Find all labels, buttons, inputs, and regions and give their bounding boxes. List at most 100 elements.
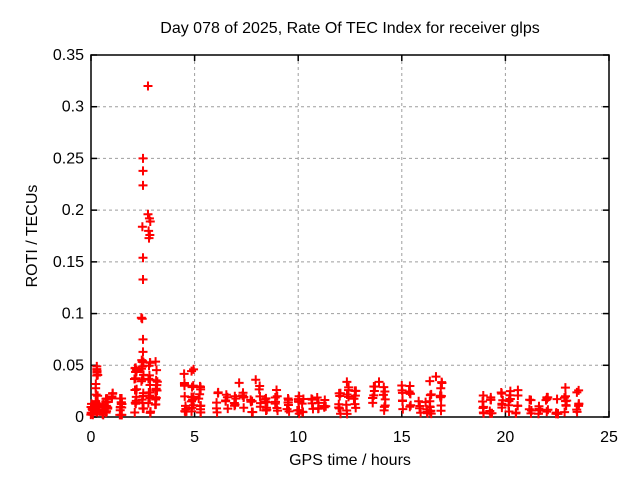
data-point-marker: [92, 406, 102, 416]
data-point-marker: [239, 403, 249, 413]
data-point-marker: [138, 347, 148, 357]
data-point-marker: [222, 392, 232, 402]
data-point-marker: [368, 398, 378, 408]
data-point-marker: [380, 387, 390, 397]
y-tick-label: 0: [75, 409, 84, 426]
data-point-marker: [572, 405, 582, 415]
data-point-marker: [572, 387, 582, 397]
data-point-marker: [312, 392, 322, 402]
x-tick-label: 5: [190, 429, 199, 446]
data-point-marker: [143, 374, 153, 384]
data-point-marker: [526, 406, 536, 416]
data-point-marker: [272, 391, 282, 401]
data-point-marker: [505, 394, 515, 404]
data-point-marker: [151, 384, 161, 394]
y-tick-label: 0.35: [53, 47, 84, 64]
data-point-marker: [143, 209, 153, 219]
chart-title: Day 078 of 2025, Rate Of TEC Index for r…: [160, 20, 540, 37]
data-point-marker: [213, 387, 223, 397]
data-point-marker: [102, 397, 112, 407]
data-point-marker: [138, 166, 148, 176]
data-point-marker: [196, 407, 206, 417]
data-point-marker: [505, 386, 515, 396]
data-point-marker: [485, 406, 495, 416]
data-point-marker: [270, 397, 280, 407]
data-point-marker: [350, 386, 360, 396]
data-point-marker: [379, 405, 389, 415]
data-point-marker: [86, 402, 96, 412]
data-point-marker: [344, 382, 354, 392]
data-point-marker: [542, 394, 552, 404]
data-point-marker: [551, 409, 561, 419]
plot-border: [90, 54, 610, 418]
x-tick-label: 25: [600, 429, 618, 446]
data-point-marker: [511, 408, 521, 418]
y-tick-label: 0.15: [53, 254, 84, 271]
data-point-marker: [138, 334, 148, 344]
data-point-marker: [478, 403, 488, 413]
data-point-marker: [478, 390, 488, 400]
data-point-marker: [525, 395, 535, 405]
data-point-marker: [223, 404, 233, 414]
data-point-marker: [246, 397, 256, 407]
data-point-marker: [574, 385, 584, 395]
data-point-marker: [238, 388, 248, 398]
data-point-marker: [397, 396, 407, 406]
data-point-marker: [187, 403, 197, 413]
data-point-marker: [187, 382, 197, 392]
data-point-marker: [342, 390, 352, 400]
y-tick-label: 0.05: [53, 357, 84, 374]
x-tick-label: 15: [393, 429, 411, 446]
data-point-marker: [426, 409, 436, 419]
data-point-marker: [91, 398, 101, 408]
data-point-marker: [282, 404, 292, 414]
data-point-marker: [497, 399, 507, 409]
data-point-marker: [496, 387, 506, 397]
data-point-marker: [145, 408, 155, 418]
data-point-marker: [130, 408, 140, 418]
data-point-marker: [91, 383, 101, 393]
data-point-marker: [486, 395, 496, 405]
data-point-marker: [129, 374, 139, 384]
data-point-marker: [341, 400, 351, 410]
data-point-marker: [138, 253, 148, 263]
y-tick-label: 0.3: [62, 99, 84, 116]
data-point-marker: [306, 394, 316, 404]
data-point-marker: [351, 403, 361, 413]
data-point-marker: [143, 398, 153, 408]
data-point-marker: [542, 407, 552, 417]
data-point-marker: [130, 385, 140, 395]
data-point-marker: [144, 388, 154, 398]
data-point-marker: [431, 372, 441, 382]
data-point-marker: [251, 375, 261, 385]
data-point-marker: [437, 377, 447, 387]
data-point-marker: [534, 401, 544, 411]
data-point-marker: [145, 217, 155, 227]
x-tick-label: 10: [289, 429, 307, 446]
data-point-marker: [425, 376, 435, 386]
data-point-marker: [342, 377, 352, 387]
data-point-marker: [297, 399, 307, 409]
data-point-marker: [230, 391, 240, 401]
data-point-marker: [107, 393, 117, 403]
data-point-marker: [380, 394, 390, 404]
data-point-marker: [212, 403, 222, 413]
data-point-marker: [151, 357, 161, 367]
data-point-marker: [425, 401, 435, 411]
data-point-marker: [334, 403, 344, 413]
data-point-marker: [137, 222, 147, 232]
data-point-marker: [254, 384, 264, 394]
data-point-marker: [138, 357, 148, 367]
data-point-marker: [139, 404, 149, 414]
data-point-marker: [131, 396, 141, 406]
data-point-marker: [230, 400, 240, 410]
data-point-marker: [138, 274, 148, 284]
y-tick-label: 0.2: [62, 202, 84, 219]
data-point-marker: [349, 394, 359, 404]
data-point-marker: [144, 233, 154, 243]
data-point-marker: [132, 365, 142, 375]
data-point-marker: [137, 314, 147, 324]
data-point-marker: [261, 393, 271, 403]
data-point-marker: [189, 392, 199, 402]
